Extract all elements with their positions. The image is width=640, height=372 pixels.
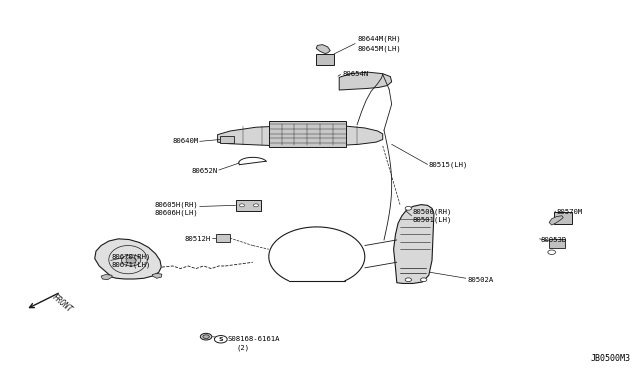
Bar: [554, 212, 572, 224]
Circle shape: [420, 278, 427, 282]
Text: 80605H(RH): 80605H(RH): [155, 201, 198, 208]
Circle shape: [200, 333, 212, 340]
Text: S: S: [218, 337, 223, 342]
Text: 80502A: 80502A: [467, 277, 493, 283]
Polygon shape: [152, 273, 162, 278]
Text: 80644M(RH): 80644M(RH): [357, 36, 401, 42]
Bar: [220, 136, 234, 143]
Polygon shape: [549, 216, 563, 225]
Polygon shape: [218, 125, 383, 146]
Bar: [236, 200, 261, 211]
Bar: [549, 239, 565, 248]
Bar: [316, 54, 334, 65]
Text: 80515(LH): 80515(LH): [429, 161, 468, 168]
Polygon shape: [101, 275, 112, 280]
Polygon shape: [394, 205, 434, 283]
Circle shape: [405, 278, 412, 282]
Text: 80670(RH): 80670(RH): [112, 253, 152, 260]
Circle shape: [548, 250, 556, 254]
Text: 80606H(LH): 80606H(LH): [155, 209, 198, 216]
Text: 80640M: 80640M: [172, 138, 198, 144]
Circle shape: [253, 204, 259, 207]
Text: 80671(LH): 80671(LH): [112, 262, 152, 268]
Text: 80512H: 80512H: [185, 236, 211, 242]
Text: 80501(LH): 80501(LH): [413, 217, 452, 224]
Text: S08168-6161A: S08168-6161A: [227, 336, 280, 342]
Polygon shape: [339, 72, 392, 90]
Bar: [269, 121, 346, 147]
Circle shape: [214, 336, 227, 343]
Polygon shape: [95, 239, 161, 279]
Text: JB0500M3: JB0500M3: [590, 354, 630, 363]
Text: 80500(RH): 80500(RH): [413, 209, 452, 215]
Text: 80654N: 80654N: [342, 71, 369, 77]
Circle shape: [126, 257, 136, 263]
Text: 80053D: 80053D: [541, 237, 567, 243]
Circle shape: [405, 206, 412, 210]
Circle shape: [122, 255, 141, 266]
Text: 80570M: 80570M: [557, 209, 583, 215]
Text: 80645M(LH): 80645M(LH): [357, 45, 401, 52]
Text: FRONT: FRONT: [50, 292, 74, 314]
Polygon shape: [316, 45, 330, 54]
Bar: [216, 234, 230, 242]
Circle shape: [203, 335, 209, 339]
Text: (2): (2): [237, 344, 250, 351]
Text: 80652N: 80652N: [191, 168, 218, 174]
Circle shape: [239, 204, 244, 207]
